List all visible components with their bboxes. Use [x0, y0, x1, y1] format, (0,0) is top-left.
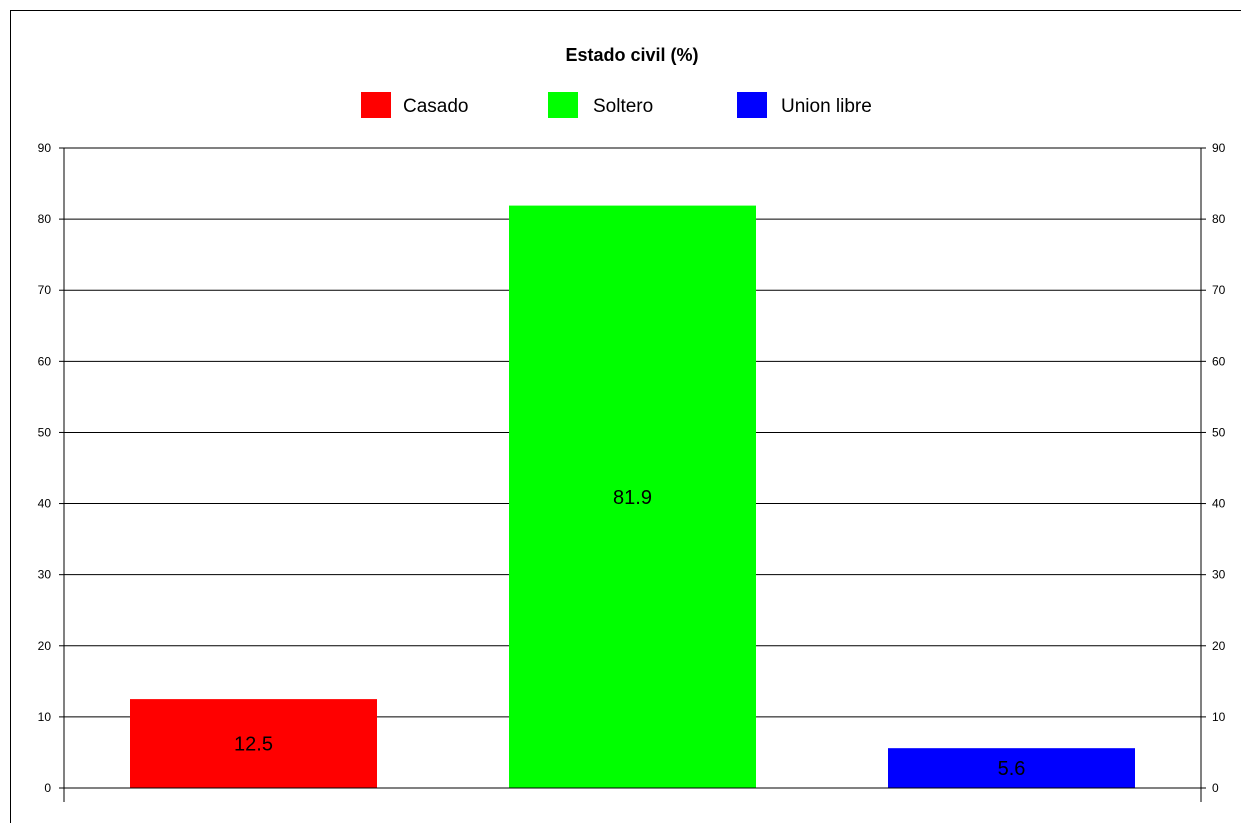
left-tick-label-50: 50 [38, 425, 52, 439]
legend-label-casado: Casado [403, 96, 469, 117]
bars [130, 205, 1135, 789]
right-tick-label-50: 50 [1212, 425, 1226, 439]
legend-label-soltero: Soltero [593, 96, 653, 117]
data-labels: 12.5 81.9 5.6 [234, 487, 1025, 780]
bar-soltero [509, 205, 756, 789]
left-tick-label-90: 90 [38, 141, 52, 155]
right-tick-label-10: 10 [1212, 710, 1226, 724]
left-tick-label-70: 70 [38, 283, 52, 297]
right-tick-label-20: 20 [1212, 639, 1226, 653]
legend-label-union-libre: Union libre [781, 96, 872, 117]
data-label-casado: 12.5 [234, 734, 273, 756]
right-tick-label-0: 0 [1212, 781, 1219, 795]
legend-swatch-soltero [548, 92, 578, 118]
bar-casado [130, 699, 377, 788]
axes: 0 0 10 10 20 20 30 30 40 40 50 50 60 60 70 70 80 80 90 90 [38, 141, 1226, 802]
chart-title: Estado civil (%) [565, 45, 698, 65]
left-tick-label-0: 0 [44, 781, 51, 795]
left-tick-label-30: 30 [38, 568, 52, 582]
legend-swatch-casado [361, 92, 391, 118]
right-tick-label-80: 80 [1212, 212, 1226, 226]
data-label-soltero: 81.9 [613, 487, 652, 509]
right-tick-label-60: 60 [1212, 354, 1226, 368]
left-tick-label-10: 10 [38, 710, 52, 724]
right-tick-label-30: 30 [1212, 568, 1226, 582]
left-tick-label-20: 20 [38, 639, 52, 653]
right-tick-label-40: 40 [1212, 497, 1226, 511]
chart-frame [10, 10, 1241, 823]
data-label-union-libre: 5.6 [998, 758, 1026, 780]
legend-swatch-union-libre [737, 92, 767, 118]
left-tick-label-40: 40 [38, 497, 52, 511]
left-tick-label-60: 60 [38, 354, 52, 368]
right-tick-label-90: 90 [1212, 141, 1226, 155]
bar-union-libre [888, 748, 1135, 788]
right-tick-label-70: 70 [1212, 283, 1226, 297]
left-tick-label-80: 80 [38, 212, 52, 226]
legend: Casado Soltero Union libre [361, 92, 872, 118]
